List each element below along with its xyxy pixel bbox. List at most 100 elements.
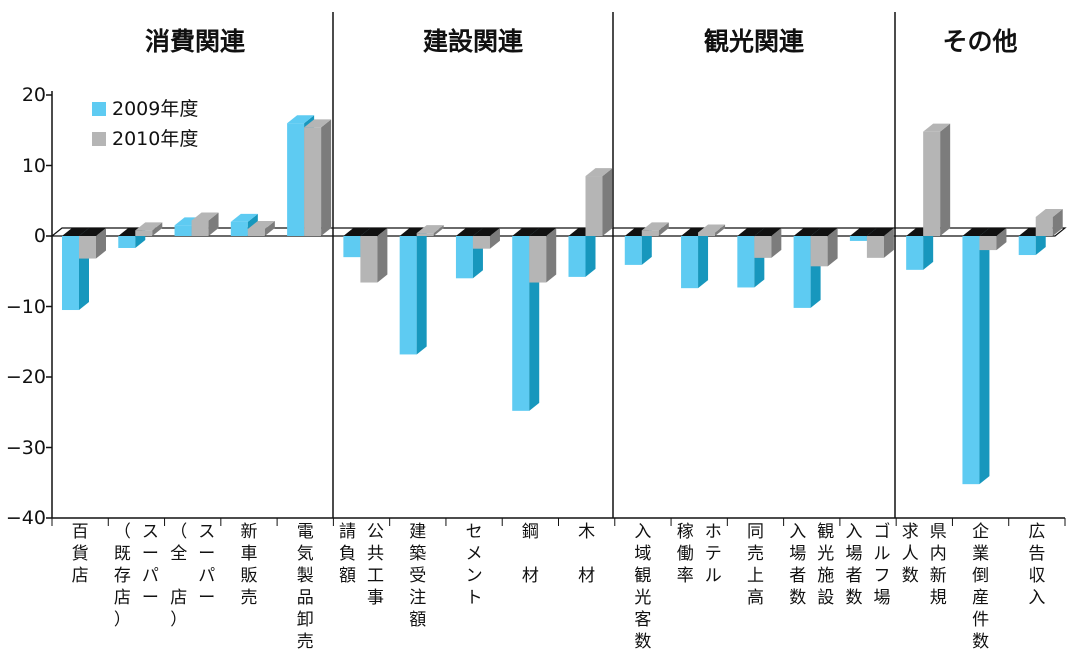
category-label-char: 業 <box>972 544 990 564</box>
bar-top-shadow <box>455 228 483 236</box>
category-label-column: 公共工事 <box>367 521 385 609</box>
bar-top <box>287 115 315 124</box>
bar-2010-17 <box>1035 208 1063 236</box>
bar-front <box>304 127 322 236</box>
bar-top <box>191 212 219 221</box>
bar-front <box>1035 216 1053 236</box>
group-header-construction: 建設関連 <box>422 27 523 56</box>
legend-swatch-2010 <box>92 132 106 146</box>
bar-front <box>455 236 473 279</box>
bar-front <box>230 221 248 236</box>
y-tick-label: 10 <box>21 154 46 177</box>
bar-front <box>472 236 490 249</box>
bar-top-shadow <box>399 228 427 236</box>
category-label-char: 倒 <box>972 566 990 586</box>
bar-2010-8 <box>529 228 557 283</box>
category-label-char: 売 <box>240 588 258 608</box>
bar-2010-6 <box>416 225 444 236</box>
category-label-char: 受 <box>409 566 427 586</box>
bar-front <box>962 236 980 485</box>
bar-top-shadow <box>62 228 89 236</box>
bar-2010-4 <box>304 119 332 236</box>
bar-series <box>62 115 1063 485</box>
category-label-char: ー <box>141 544 159 564</box>
category-label-column: 広告収入 <box>1028 521 1046 609</box>
category-label-column: 稼働率 <box>676 521 694 587</box>
category-label-char: 観 <box>634 566 652 586</box>
category-label-column: ホテル <box>704 521 722 587</box>
category-label-char: ル <box>704 566 722 586</box>
category-label-char: 働 <box>676 544 694 564</box>
category-label-char: 店 <box>71 566 89 586</box>
category-label-char: 県 <box>929 522 947 542</box>
category-label-column: 県内新規 <box>929 521 947 609</box>
category-label-char: 貨 <box>71 544 89 564</box>
category-label-char: 光 <box>817 544 835 564</box>
category-label-char: 木 <box>578 522 596 542</box>
bar-side <box>152 222 163 236</box>
bar-side <box>658 222 669 236</box>
category-label-char: 建 <box>409 522 427 542</box>
bar-side <box>264 220 275 236</box>
bar-top <box>923 123 951 132</box>
category-label-char <box>521 543 539 565</box>
category-label-char: 車 <box>240 544 258 564</box>
category-label-char: 施 <box>817 566 835 586</box>
bar-2010-12 <box>754 228 782 258</box>
bar-front <box>866 236 884 258</box>
category-label-column: 鋼材 <box>521 521 539 587</box>
category-label-char: 求 <box>901 522 919 542</box>
group-header-other: その他 <box>942 27 1018 56</box>
legend-label-2009: 2009年度 <box>112 98 199 120</box>
category-label-char: 光 <box>634 588 652 608</box>
bar-side <box>923 228 934 270</box>
legend-swatch-2009 <box>92 102 106 116</box>
bar-2010-2 <box>191 212 219 236</box>
category-label-char: 新 <box>929 566 947 586</box>
y-tick-label: −10 <box>5 295 46 318</box>
category-label-char: 観 <box>817 522 835 542</box>
category-label-char: 件 <box>972 610 990 630</box>
category-label-char: 材 <box>578 566 596 586</box>
category-label-column: 入域観光客数 <box>634 521 652 653</box>
category-label-char: ホ <box>704 522 722 542</box>
category-label-column: 電気製品卸売 <box>296 521 314 653</box>
category-label-char: ト <box>465 588 483 608</box>
bar-top-shadow <box>529 228 557 236</box>
bar-front <box>793 236 811 308</box>
bar-front <box>923 131 941 236</box>
bar-side <box>996 228 1007 251</box>
category-label-char: 築 <box>409 544 427 564</box>
category-label-char: ー <box>141 588 159 608</box>
bar-front <box>1018 236 1036 256</box>
category-label-char: 率 <box>676 566 694 586</box>
category-label-column: 建築受注額 <box>409 521 427 631</box>
bar-front <box>754 236 772 258</box>
zero-plane <box>50 227 1067 237</box>
category-label-char: 額 <box>409 610 427 630</box>
bar-side <box>940 123 951 236</box>
bar-front <box>681 236 699 289</box>
bar-top-shadow <box>360 228 388 236</box>
bar-top-shadow <box>754 228 782 236</box>
bar-front <box>737 236 755 288</box>
bar-side <box>602 168 613 236</box>
bar-front <box>399 236 417 355</box>
category-label-char: ゴ <box>873 522 891 542</box>
bar-front <box>849 236 867 241</box>
category-label-char: 広 <box>1028 522 1046 542</box>
category-label-char: 工 <box>367 566 385 586</box>
y-tick-label: −20 <box>5 366 46 388</box>
chart-axes <box>46 12 1066 526</box>
bar-top <box>247 220 275 229</box>
category-label-char: 入 <box>845 522 863 542</box>
category-label-char: テ <box>704 544 722 564</box>
category-label-char: 数 <box>634 632 652 652</box>
category-label-column: 企業倒産件数 <box>972 521 990 653</box>
bar-side <box>641 228 652 265</box>
bar-front <box>810 236 828 267</box>
bar-front <box>174 225 192 236</box>
category-label-char: 請 <box>339 522 357 542</box>
category-label-char: （ <box>113 522 131 542</box>
